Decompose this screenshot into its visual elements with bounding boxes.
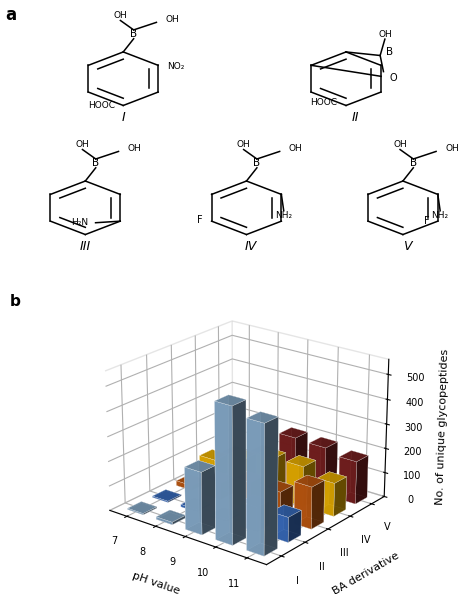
Text: OH: OH xyxy=(289,144,302,153)
Text: b: b xyxy=(9,294,20,309)
Text: V: V xyxy=(403,240,412,252)
Text: OH: OH xyxy=(113,11,128,20)
Text: NO₂: NO₂ xyxy=(167,62,184,71)
Text: NH₂: NH₂ xyxy=(275,211,292,220)
Text: I: I xyxy=(121,110,125,124)
Text: OH: OH xyxy=(237,140,251,149)
Text: B: B xyxy=(386,48,393,58)
Text: OH: OH xyxy=(445,144,459,153)
Text: B: B xyxy=(130,29,137,39)
Text: OH: OH xyxy=(393,140,407,149)
Text: B: B xyxy=(410,158,417,168)
Text: O: O xyxy=(390,73,397,83)
Text: H₂N: H₂N xyxy=(71,218,88,228)
Text: NH₂: NH₂ xyxy=(432,211,449,220)
Text: HOOC: HOOC xyxy=(88,101,115,110)
Text: OH: OH xyxy=(165,15,179,24)
Text: OH: OH xyxy=(378,30,392,39)
Text: III: III xyxy=(80,240,91,252)
Text: B: B xyxy=(92,158,100,168)
Text: a: a xyxy=(6,7,17,24)
Text: OH: OH xyxy=(128,144,141,153)
Text: F: F xyxy=(424,216,429,226)
Text: B: B xyxy=(253,158,261,168)
Text: II: II xyxy=(352,110,359,124)
Y-axis label: BA derivative: BA derivative xyxy=(331,551,401,594)
Text: F: F xyxy=(198,214,203,225)
Text: IV: IV xyxy=(245,240,257,252)
Text: HOOC: HOOC xyxy=(310,99,337,108)
Text: OH: OH xyxy=(75,140,90,149)
X-axis label: pH value: pH value xyxy=(131,571,181,594)
